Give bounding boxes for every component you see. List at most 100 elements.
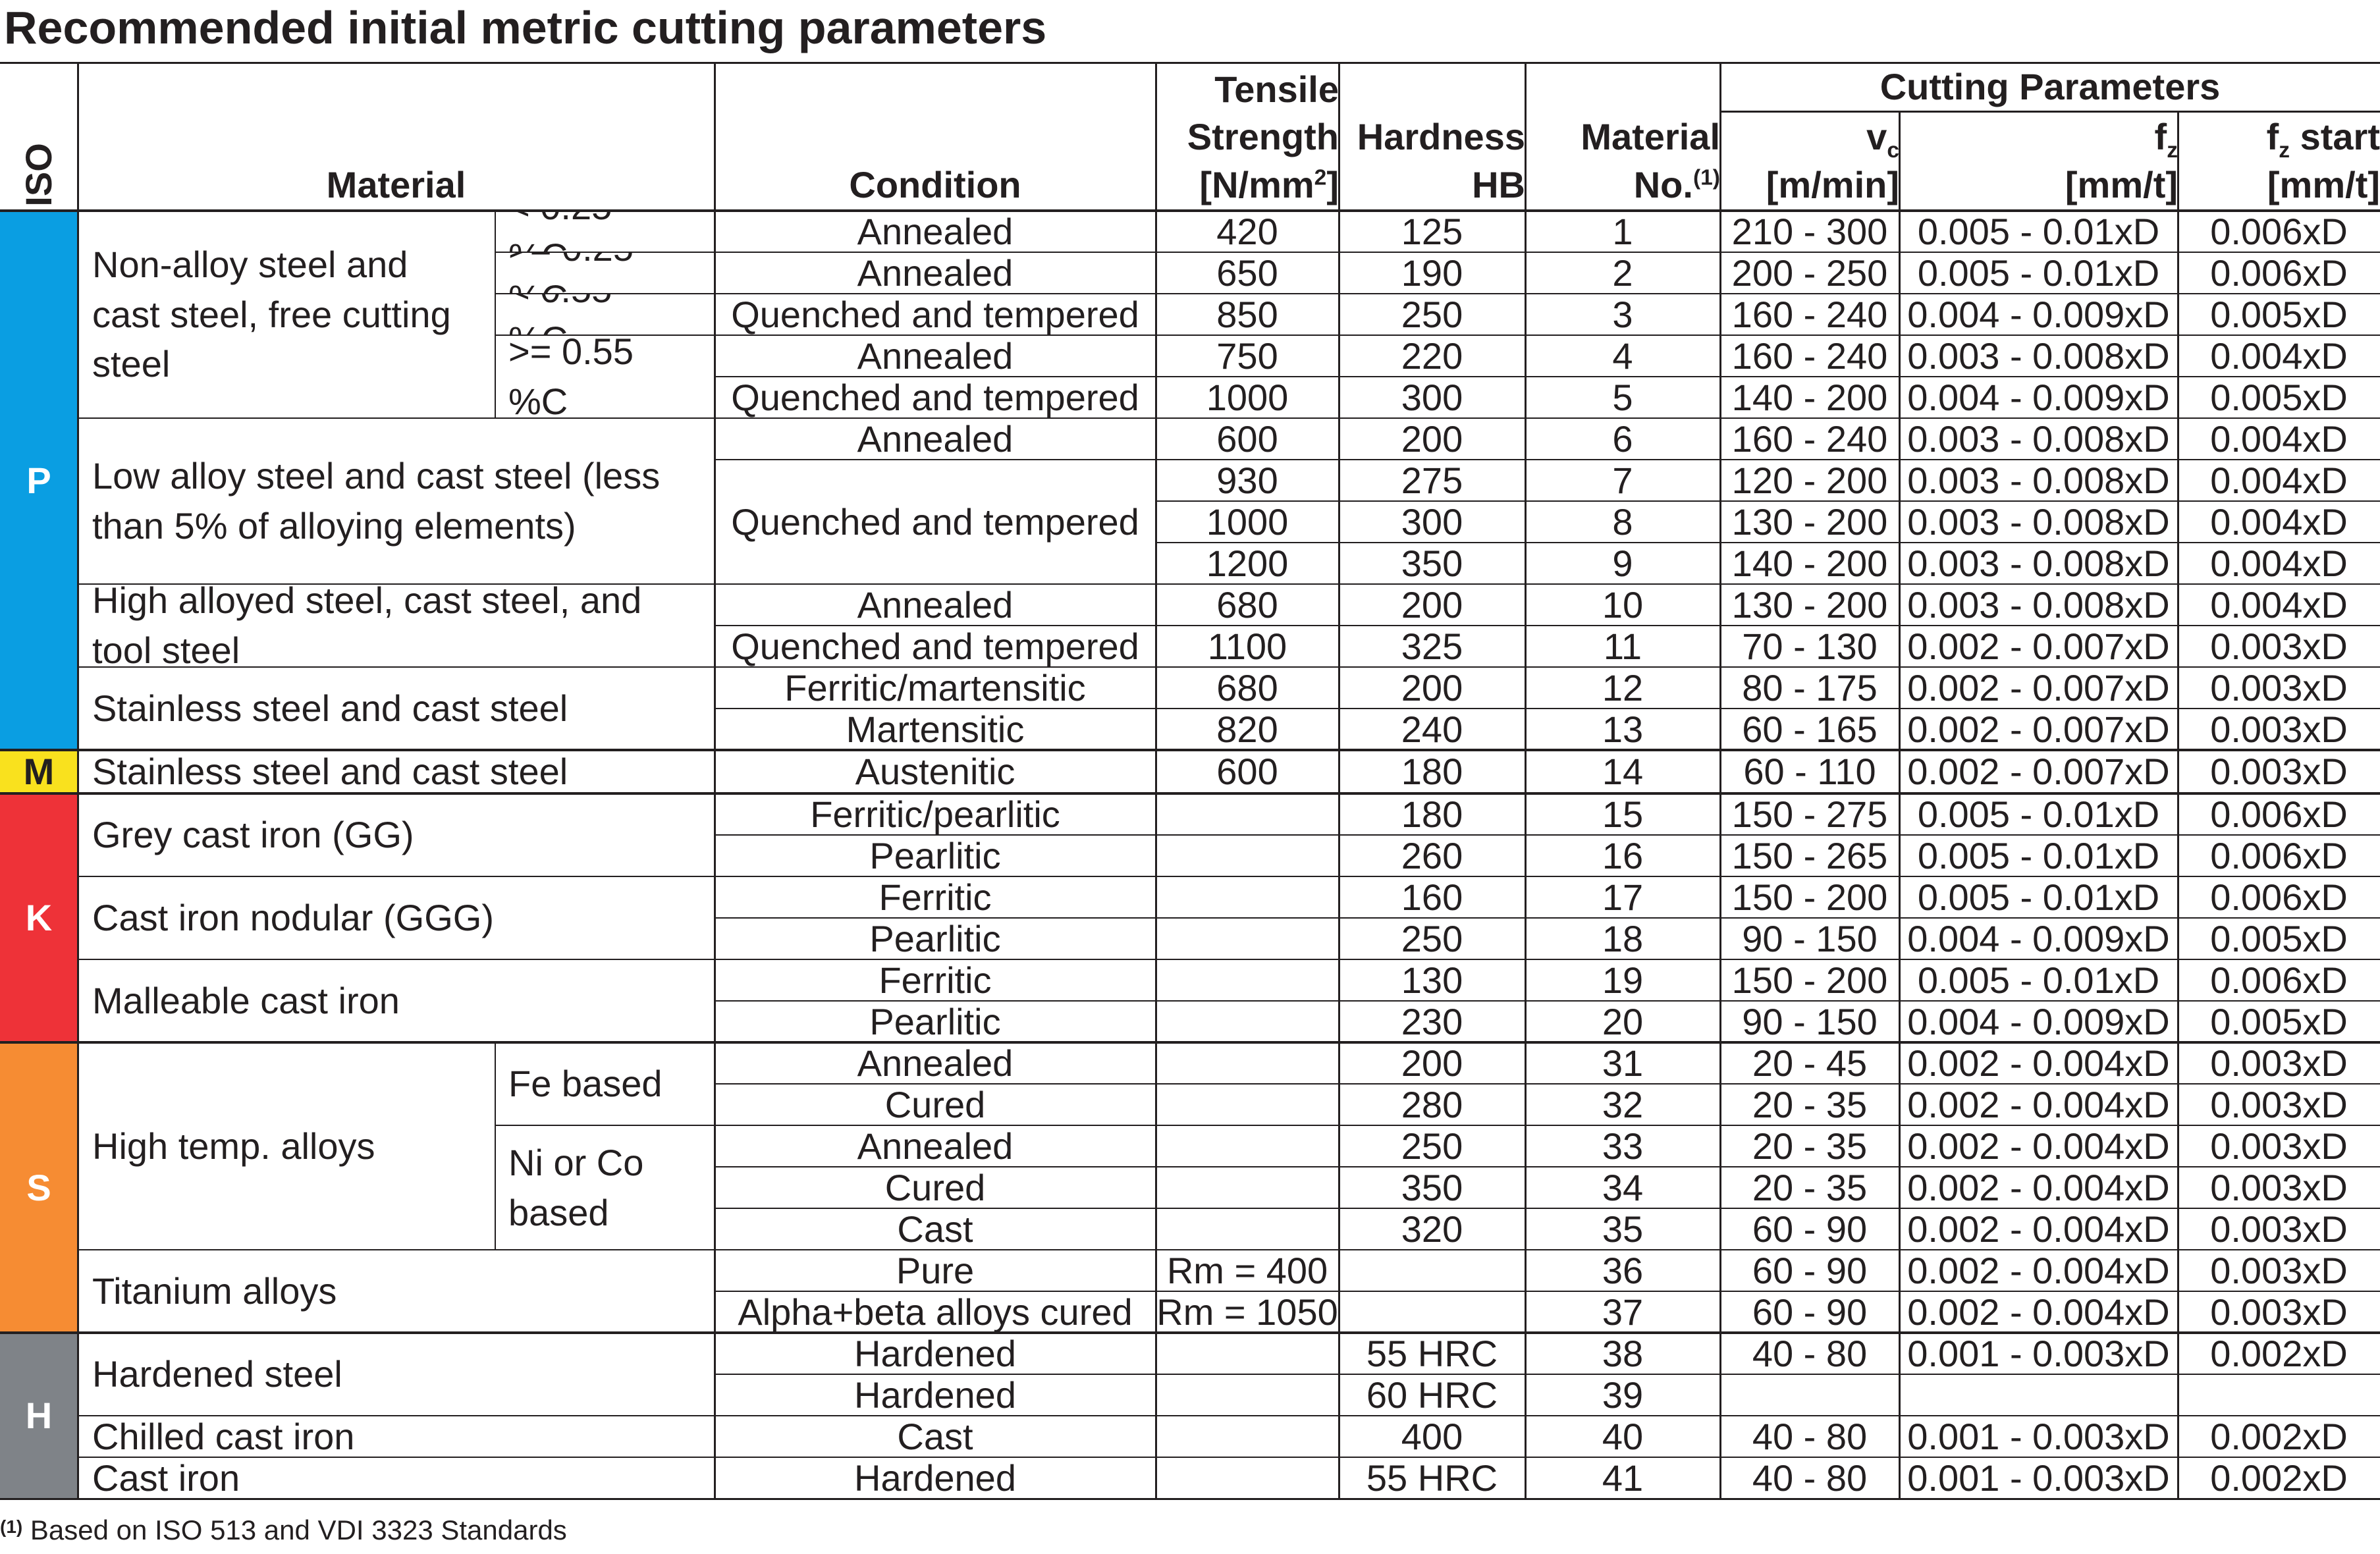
fzs-cell: 0.006xD (2178, 959, 2380, 1001)
material-label: Cast iron nodular (GGG) (92, 897, 494, 939)
header-material-no-sup: (1) (1692, 165, 1720, 190)
hardness-value: 250 (1401, 294, 1463, 335)
fz-value: 0.003 - 0.008xD (1907, 418, 2170, 460)
iso-group-m: M (0, 750, 78, 793)
condition-cell: Cast (715, 1416, 1156, 1457)
header-material-label: Material (326, 164, 466, 206)
hardness-value: 55 HRC (1366, 1333, 1498, 1374)
fz-value: 0.003 - 0.008xD (1907, 584, 2170, 626)
fzs-value: 0.006xD (2210, 252, 2348, 294)
header-material: Material (78, 63, 715, 211)
condition-value: Annealed (857, 252, 1014, 294)
rule-row-24 (715, 1208, 2380, 1209)
rule-material-30 (78, 1457, 715, 1458)
condition-value: Quenched and tempered (731, 377, 1139, 418)
no-cell: 38 (1525, 1333, 1720, 1374)
header-fz-start-sub: z (2279, 138, 2290, 163)
fz-cell: 0.005 - 0.01xD (1899, 835, 2178, 876)
fzs-cell: 0.006xD (2178, 876, 2380, 918)
hardness-value: 180 (1401, 793, 1463, 835)
no-cell: 3 (1525, 294, 1720, 335)
no-cell: 32 (1525, 1084, 1720, 1125)
fzs-value: 0.003xD (2210, 1250, 2348, 1291)
tensile-cell (1156, 1416, 1339, 1457)
material-label: Low alloy steel and cast steel (less tha… (92, 455, 661, 547)
rule-group-27 (0, 1331, 2380, 1334)
no-value: 13 (1602, 709, 1644, 750)
rule-row-6 (715, 459, 2380, 460)
no-cell: 12 (1525, 667, 1720, 709)
rule-material-18 (78, 959, 715, 960)
hardness-value: 200 (1401, 584, 1463, 626)
hardness-value: 220 (1401, 335, 1463, 377)
no-cell: 39 (1525, 1374, 1720, 1416)
rule-row-8 (1156, 542, 2380, 543)
hardness-cell: 275 (1339, 460, 1525, 501)
no-value: 8 (1612, 501, 1633, 543)
tensile-cell: 1200 (1156, 543, 1339, 584)
hardness-cell: 400 (1339, 1416, 1525, 1457)
vc-cell: 20 - 35 (1720, 1167, 1899, 1208)
vc-cell: 160 - 240 (1720, 294, 1899, 335)
footnote: (1) Based on ISO 513 and VDI 3323 Standa… (0, 1512, 567, 1549)
hardness-value: 300 (1401, 377, 1463, 418)
fzs-value: 0.002xD (2210, 1333, 2348, 1374)
no-value: 4 (1612, 335, 1633, 377)
hardness-cell: 250 (1339, 918, 1525, 959)
tensile-cell: 650 (1156, 252, 1339, 294)
condition-value: Hardened (854, 1374, 1016, 1416)
tensile-cell: Rm = 400 (1156, 1250, 1339, 1291)
header-tensile-line1: Tensile (1214, 68, 1339, 110)
vc-cell: 20 - 35 (1720, 1084, 1899, 1125)
no-value: 14 (1602, 751, 1644, 793)
vc-cell: 150 - 200 (1720, 959, 1899, 1001)
iso-group-h: H (0, 1333, 78, 1499)
condition-cell: Hardened (715, 1374, 1156, 1416)
rule-material-5 (78, 417, 715, 419)
header-vc: vc [m/min] (1720, 112, 1899, 211)
fz-cell: 0.002 - 0.004xD (1899, 1250, 2178, 1291)
header-tensile-line2: Strength (1187, 116, 1339, 158)
material-subcondition-label: Ni or Co based (508, 1141, 644, 1233)
hardness-value: 55 HRC (1366, 1457, 1498, 1499)
iso-group-label: M (23, 751, 55, 793)
fzs-cell: 0.003xD (2178, 1167, 2380, 1208)
fzs-value: 0.006xD (2210, 876, 2348, 918)
tensile-value: 820 (1216, 709, 1278, 750)
no-cell: 4 (1525, 335, 1720, 377)
hardness-value: 200 (1401, 667, 1463, 709)
header-material-no-line1: Material (1581, 116, 1720, 158)
page-title: Recommended initial metric cutting param… (4, 2, 1047, 53)
rule-v-0 (77, 63, 79, 1499)
hardness-value: 200 (1401, 418, 1463, 460)
condition-cell: Annealed (715, 252, 1156, 294)
fzs-cell: 0.002xD (2178, 1457, 2380, 1499)
material-cell: Chilled cast iron (78, 1416, 715, 1457)
condition-cell: Hardened (715, 1333, 1156, 1374)
condition-value: Alpha+beta alloys cured (738, 1291, 1133, 1333)
hardness-value: 125 (1401, 211, 1463, 252)
vc-cell: 160 - 240 (1720, 335, 1899, 377)
no-value: 17 (1602, 876, 1644, 918)
tensile-cell: 680 (1156, 584, 1339, 626)
rule-v-sub-s (495, 1042, 496, 1250)
vc-value: 80 - 175 (1742, 667, 1878, 709)
tensile-cell: Rm = 1050 (1156, 1291, 1339, 1333)
hardness-value: 325 (1401, 626, 1463, 667)
fzs-value: 0.005xD (2210, 294, 2348, 335)
condition-value: Quenched and tempered (731, 626, 1139, 667)
rule-sub-2 (495, 293, 715, 294)
fzs-value: 0.003xD (2210, 1167, 2348, 1208)
tensile-value: 600 (1216, 418, 1278, 460)
condition-value: Quenched and tempered (731, 500, 1139, 543)
material-subcondition-cell: >= 0.25 %C (495, 252, 715, 294)
fz-value: 0.004 - 0.009xD (1907, 1001, 2170, 1042)
rule-group-20 (0, 1041, 2380, 1044)
header-fz-start-main: f (2266, 116, 2279, 158)
fzs-value: 0.004xD (2210, 335, 2348, 377)
hardness-cell: 220 (1339, 335, 1525, 377)
fzs-value: 0.004xD (2210, 543, 2348, 584)
fzs-cell: 0.003xD (2178, 1250, 2380, 1291)
no-cell: 10 (1525, 584, 1720, 626)
iso-group-p: P (0, 211, 78, 750)
